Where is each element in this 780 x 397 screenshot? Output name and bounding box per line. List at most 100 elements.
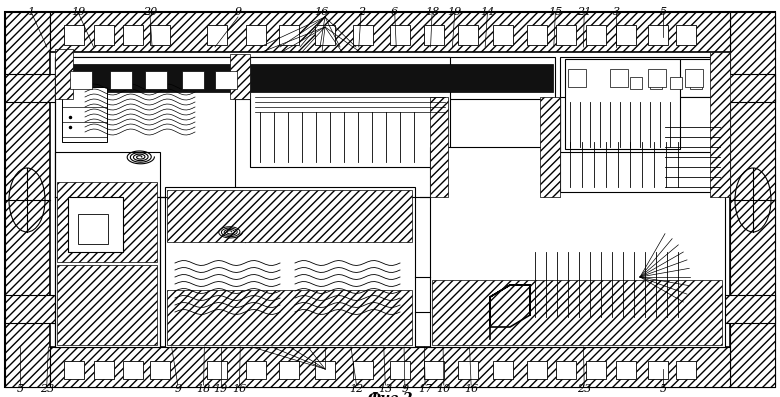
Bar [55, 57, 235, 197]
Bar [620, 59, 725, 97]
Text: 6: 6 [391, 7, 399, 17]
Text: 16: 16 [314, 7, 328, 17]
Bar [246, 25, 266, 45]
Bar [215, 71, 237, 89]
Bar [315, 25, 335, 45]
Bar [424, 361, 444, 379]
Text: 16: 16 [464, 384, 478, 394]
Bar [586, 361, 606, 379]
Bar [62, 87, 107, 142]
Bar [207, 25, 227, 45]
Bar [70, 71, 92, 89]
Bar [430, 147, 725, 347]
Text: 16: 16 [232, 384, 246, 394]
Bar [458, 361, 478, 379]
Bar [246, 361, 266, 379]
Bar [615, 361, 636, 379]
Text: 19: 19 [71, 7, 85, 17]
Bar [565, 59, 680, 149]
Text: 20: 20 [143, 7, 157, 17]
Text: 5: 5 [659, 384, 667, 394]
Bar [57, 64, 553, 92]
Bar [690, 77, 702, 89]
Bar [167, 290, 412, 345]
Bar [50, 52, 730, 347]
Bar [57, 265, 157, 345]
Bar [55, 57, 555, 99]
Bar [207, 361, 227, 379]
Text: 19: 19 [214, 384, 228, 394]
Text: 15: 15 [548, 7, 562, 17]
Bar [353, 25, 373, 45]
Bar [165, 187, 415, 347]
Bar [685, 69, 703, 87]
Bar [432, 280, 722, 345]
Text: 19: 19 [448, 7, 462, 17]
Bar [250, 57, 450, 167]
Bar [458, 25, 478, 45]
Bar [430, 97, 448, 197]
Text: 9: 9 [174, 384, 182, 394]
Bar [526, 361, 547, 379]
Text: 9: 9 [401, 384, 409, 394]
Bar [315, 361, 335, 379]
Bar [50, 347, 730, 387]
Bar [145, 71, 167, 89]
Bar [278, 361, 299, 379]
Bar [560, 97, 720, 192]
Text: 5: 5 [659, 7, 667, 17]
Bar [556, 25, 576, 45]
Bar [150, 361, 170, 379]
Text: 18: 18 [425, 7, 439, 17]
Text: 23: 23 [40, 384, 54, 394]
Bar [57, 182, 157, 262]
Text: 2: 2 [357, 7, 365, 17]
Bar [647, 361, 668, 379]
Bar [230, 54, 250, 99]
Bar [556, 361, 576, 379]
Bar [55, 49, 73, 99]
Bar [50, 12, 730, 52]
Text: 9: 9 [234, 7, 242, 17]
Bar [630, 77, 642, 89]
Bar [648, 69, 666, 87]
Text: 13: 13 [378, 384, 392, 394]
Text: 17: 17 [418, 384, 432, 394]
Bar [55, 152, 160, 347]
Text: 10: 10 [437, 384, 451, 394]
Bar [122, 25, 143, 45]
Bar [730, 12, 775, 387]
Bar [68, 197, 123, 252]
Bar [526, 25, 547, 45]
Bar [610, 69, 628, 87]
Bar [353, 361, 373, 379]
Bar [94, 25, 114, 45]
Bar [390, 25, 410, 45]
Bar [670, 77, 682, 89]
Bar [182, 71, 204, 89]
Bar [94, 361, 114, 379]
Bar [560, 57, 710, 152]
Bar [676, 361, 697, 379]
Text: Фиг.2: Фиг.2 [367, 392, 413, 397]
Bar [64, 361, 84, 379]
Bar [64, 25, 84, 45]
Bar [720, 74, 775, 102]
Text: 12: 12 [349, 384, 363, 394]
Bar [615, 25, 636, 45]
Bar [167, 190, 412, 242]
Bar [586, 25, 606, 45]
Text: 23: 23 [577, 384, 591, 394]
Bar [650, 77, 662, 89]
Bar [493, 361, 513, 379]
Text: 21: 21 [577, 7, 591, 17]
Bar [493, 25, 513, 45]
Bar [5, 295, 60, 323]
Bar [122, 361, 143, 379]
Text: 3: 3 [612, 7, 620, 17]
Bar [150, 25, 170, 45]
Bar [647, 25, 668, 45]
Bar [5, 74, 60, 102]
Bar [568, 69, 586, 87]
Bar [390, 361, 410, 379]
